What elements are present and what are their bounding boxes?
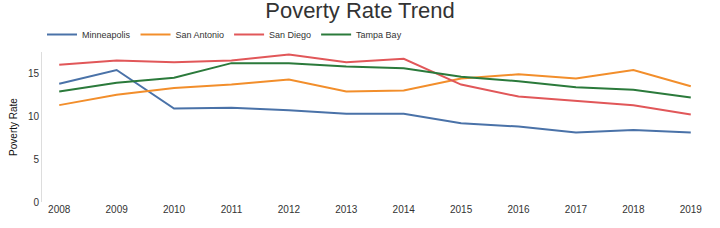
svg-text:2014: 2014 (393, 204, 416, 215)
svg-text:2015: 2015 (450, 204, 473, 215)
svg-text:Minneapolis: Minneapolis (82, 30, 131, 40)
svg-text:2011: 2011 (221, 204, 243, 215)
svg-text:2019: 2019 (680, 204, 703, 215)
svg-text:2009: 2009 (106, 204, 129, 215)
svg-text:2018: 2018 (622, 204, 645, 215)
svg-text:San Diego: San Diego (269, 30, 311, 40)
svg-text:0: 0 (33, 197, 39, 208)
svg-text:2008: 2008 (48, 204, 71, 215)
svg-text:5: 5 (33, 154, 39, 165)
svg-text:Poverty Rate Trend: Poverty Rate Trend (265, 0, 455, 23)
svg-text:San Antonio: San Antonio (176, 30, 225, 40)
svg-text:2012: 2012 (278, 204, 301, 215)
svg-text:Tampa Bay: Tampa Bay (356, 30, 402, 40)
svg-text:Poverty Rate: Poverty Rate (8, 98, 19, 156)
svg-text:2016: 2016 (507, 204, 530, 215)
svg-text:15: 15 (28, 68, 40, 79)
svg-text:10: 10 (28, 111, 40, 122)
svg-text:2010: 2010 (163, 204, 186, 215)
svg-text:2017: 2017 (565, 204, 588, 215)
svg-text:2013: 2013 (335, 204, 358, 215)
